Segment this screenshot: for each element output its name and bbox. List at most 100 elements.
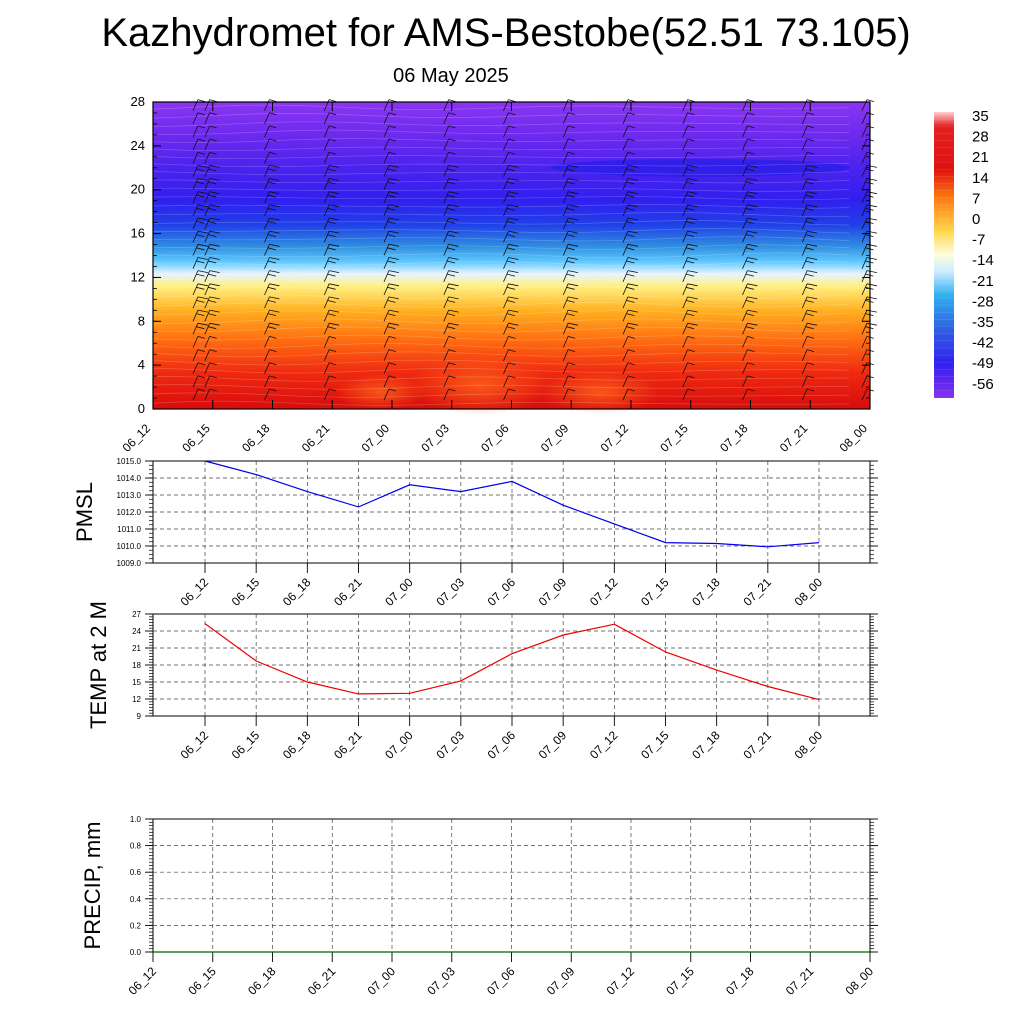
contour-line bbox=[152, 196, 850, 201]
wind-barb-feather bbox=[447, 286, 456, 290]
wind-barb-feather bbox=[269, 243, 280, 247]
wind-barb-feather bbox=[197, 336, 206, 339]
wind-barb-feather bbox=[506, 313, 515, 316]
wind-barb bbox=[801, 283, 808, 296]
wind-barb-feather bbox=[209, 270, 220, 273]
x-tick-label: 07_12 bbox=[604, 964, 638, 998]
wind-barb bbox=[742, 336, 748, 348]
contour-line bbox=[152, 269, 850, 275]
wind-barb bbox=[323, 125, 330, 138]
wind-barb bbox=[192, 125, 199, 138]
wind-barb bbox=[443, 178, 449, 190]
wind-barb-feather bbox=[686, 326, 695, 330]
y-tick-label: 9 bbox=[137, 712, 142, 721]
contour-line bbox=[152, 187, 850, 192]
wind-barb bbox=[323, 375, 330, 388]
wind-barb-feather bbox=[387, 234, 396, 237]
wind-barb bbox=[192, 152, 199, 164]
wind-barb-feather bbox=[566, 300, 575, 303]
wind-barb-feather bbox=[805, 181, 814, 185]
wind-barb-feather bbox=[566, 181, 575, 185]
x-tick-label: 06_15 bbox=[179, 421, 213, 455]
wind-barb-feather bbox=[448, 112, 456, 116]
wind-barb-feather bbox=[566, 207, 575, 211]
wind-barb-feather bbox=[269, 138, 277, 142]
wind-barb bbox=[622, 165, 629, 177]
wind-barb-feather bbox=[388, 217, 399, 221]
wind-barb-feather bbox=[506, 181, 515, 185]
wind-barb bbox=[742, 125, 748, 138]
wind-barb bbox=[264, 244, 270, 256]
wind-barb bbox=[503, 138, 509, 151]
wind-barb bbox=[204, 309, 211, 322]
wind-barb-feather bbox=[269, 191, 280, 195]
y-tick-label: 1009.0 bbox=[117, 559, 142, 568]
wind-barb bbox=[801, 178, 808, 190]
wind-barb-feather bbox=[197, 138, 206, 142]
wind-barb-feather bbox=[209, 204, 220, 208]
wind-barb bbox=[503, 270, 509, 282]
wind-barb-feather bbox=[627, 204, 638, 208]
wind-barb-feather bbox=[208, 286, 217, 290]
y-tick-label: 0 bbox=[138, 401, 145, 416]
wind-barb bbox=[192, 349, 199, 361]
colorbar-label: -21 bbox=[972, 273, 994, 290]
wind-barb-feather bbox=[267, 300, 276, 303]
contour-line bbox=[152, 293, 850, 300]
wind-barb bbox=[562, 244, 569, 256]
contour-line bbox=[152, 277, 850, 283]
wind-barb-feather bbox=[269, 336, 277, 339]
wind-barb-feather bbox=[329, 178, 340, 181]
wind-barb-feather bbox=[196, 260, 205, 264]
wind-barb-feather bbox=[627, 191, 638, 195]
wind-barb bbox=[801, 362, 808, 375]
x-tick-label: 06_18 bbox=[280, 575, 314, 609]
contour-line bbox=[152, 260, 850, 267]
wind-barb-feather bbox=[448, 217, 459, 221]
wind-barb-feather bbox=[686, 207, 695, 211]
wind-barb-feather bbox=[566, 313, 575, 316]
wind-barb-feather bbox=[448, 151, 456, 155]
wind-barb bbox=[801, 112, 808, 125]
wind-barb-feather bbox=[269, 125, 277, 129]
contour-line bbox=[152, 113, 849, 119]
wind-barb-feather bbox=[627, 283, 638, 287]
wind-barb-feather bbox=[807, 165, 818, 168]
wind-barb-feather bbox=[745, 286, 754, 290]
wind-barb-feather bbox=[687, 230, 698, 234]
contour-line bbox=[152, 220, 850, 226]
wind-barb-feather bbox=[196, 273, 205, 277]
wind-barb-feather bbox=[747, 217, 758, 221]
wind-barb-feather bbox=[269, 257, 280, 260]
wind-barb bbox=[323, 138, 330, 151]
wind-barb bbox=[443, 112, 449, 125]
wind-barb bbox=[323, 217, 330, 230]
wind-barb-feather bbox=[329, 296, 340, 300]
x-tick-label: 07_12 bbox=[587, 728, 621, 762]
x-tick-label: 07_18 bbox=[689, 575, 723, 609]
wind-barb bbox=[861, 323, 868, 335]
wind-barb bbox=[801, 296, 808, 309]
wind-barb bbox=[622, 217, 629, 230]
wind-barb-feather bbox=[328, 99, 337, 102]
wind-barb bbox=[742, 362, 748, 375]
wind-barb bbox=[383, 178, 390, 190]
wind-barb bbox=[861, 375, 868, 388]
wind-barb-feather bbox=[448, 191, 459, 195]
wind-barb-feather bbox=[747, 178, 758, 181]
wind-barb-feather bbox=[269, 283, 280, 287]
wind-barb-feather bbox=[506, 260, 515, 264]
wind-barb-feather bbox=[747, 375, 755, 379]
wind-barb bbox=[622, 323, 629, 335]
y-tick-label: 15 bbox=[132, 678, 141, 687]
wind-barb bbox=[861, 217, 868, 230]
wind-barb bbox=[861, 152, 868, 164]
wind-barb-feather bbox=[745, 234, 754, 237]
wind-barb-feather bbox=[269, 375, 277, 379]
wind-barb-feather bbox=[747, 112, 755, 116]
wind-barb bbox=[682, 244, 688, 256]
wind-barb-feather bbox=[568, 230, 579, 234]
wind-barb-feather bbox=[209, 283, 220, 287]
wind-barb-feather bbox=[687, 191, 698, 195]
chart-subtitle: 06 May 2025 bbox=[393, 65, 509, 87]
